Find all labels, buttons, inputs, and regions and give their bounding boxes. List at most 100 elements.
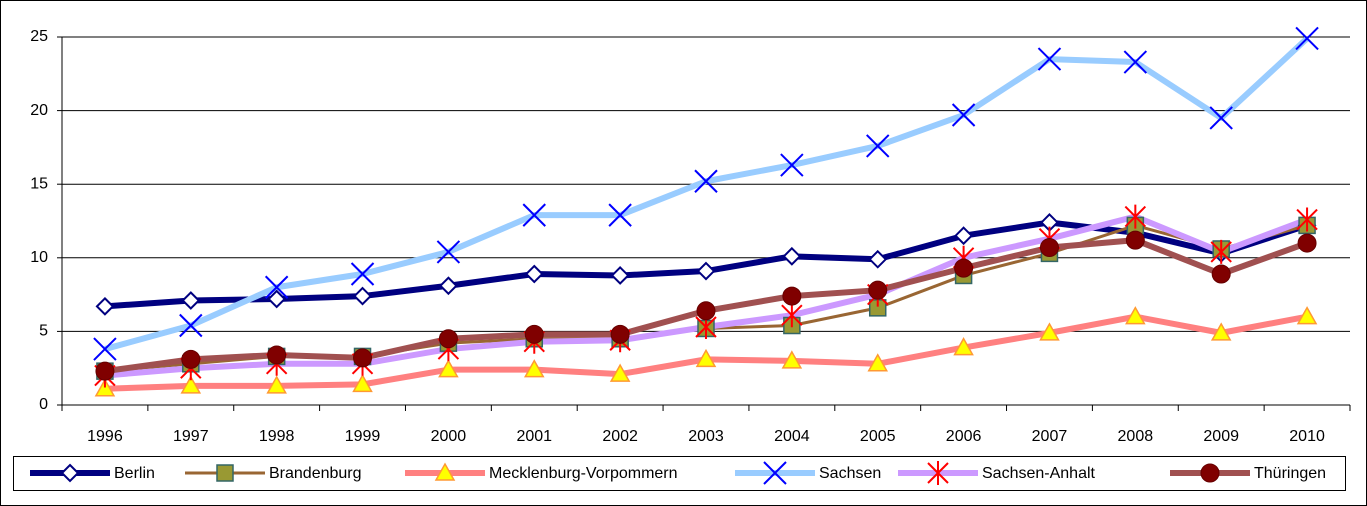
x-tick-label: 2006	[946, 428, 982, 445]
marker	[267, 345, 287, 365]
marker	[350, 262, 375, 286]
marker	[523, 359, 545, 378]
y-tick-label: 20	[30, 102, 48, 119]
x-tick-label: 2008	[1118, 428, 1154, 445]
marker	[610, 266, 630, 285]
x-tick-label: 2002	[602, 428, 638, 445]
marker	[954, 226, 974, 246]
marker	[436, 240, 461, 264]
y-tick-label: 25	[30, 28, 48, 45]
marker	[782, 246, 802, 266]
x-tick-label: 1996	[87, 428, 123, 445]
marker	[610, 324, 630, 344]
marker	[1124, 204, 1147, 229]
legend-label: Mecklenburg-Vorpommern	[489, 465, 678, 482]
marker	[353, 348, 373, 368]
marker	[868, 249, 888, 269]
legend-label: Thüringen	[1254, 465, 1326, 482]
x-tick-label: 1999	[345, 428, 381, 445]
marker	[609, 363, 631, 382]
marker	[438, 359, 459, 378]
legend-item: Berlin	[30, 463, 155, 483]
marker	[867, 353, 889, 372]
marker	[93, 337, 117, 361]
marker	[868, 280, 888, 300]
marker	[1039, 237, 1059, 257]
marker	[1297, 233, 1317, 253]
marker	[181, 349, 201, 369]
marker	[1296, 306, 1318, 325]
x-tick-label: 1998	[259, 428, 295, 445]
marker	[94, 378, 116, 397]
marker	[95, 361, 115, 381]
marker	[1210, 322, 1232, 341]
marker	[524, 264, 544, 284]
marker	[780, 153, 804, 177]
marker	[180, 375, 202, 394]
marker	[1125, 230, 1145, 250]
legend-label: Sachsen-Anhalt	[982, 465, 1096, 482]
marker	[60, 463, 80, 483]
marker	[352, 373, 373, 393]
marker	[216, 464, 234, 482]
marker	[781, 303, 803, 328]
marker	[1200, 463, 1220, 483]
marker	[1211, 264, 1231, 284]
legend-item: Brandenburg	[185, 464, 362, 482]
x-tick-label: 2007	[1032, 428, 1068, 445]
marker	[267, 289, 287, 309]
x-tick-label: 1997	[173, 428, 209, 445]
marker	[264, 275, 289, 299]
marker	[438, 329, 458, 349]
legend-item: Sachsen-Anhalt	[898, 461, 1096, 485]
marker	[696, 301, 716, 321]
marker	[95, 296, 115, 316]
marker	[695, 348, 717, 368]
marker	[696, 261, 716, 281]
marker	[951, 103, 976, 127]
marker	[927, 461, 949, 485]
marker	[1125, 306, 1146, 325]
x-tick-label: 2010	[1289, 428, 1325, 445]
y-tick-label: 15	[30, 175, 48, 192]
marker	[953, 337, 974, 356]
x-tick-label: 2004	[774, 428, 810, 445]
marker	[179, 313, 203, 338]
x-tick-label: 2001	[516, 428, 552, 445]
marker	[522, 203, 546, 227]
marker	[608, 203, 632, 227]
legend-label: Berlin	[114, 465, 155, 482]
marker	[782, 286, 802, 306]
legend-item: Thüringen	[1170, 463, 1326, 483]
marker	[266, 375, 287, 394]
marker	[1296, 207, 1318, 232]
marker	[781, 350, 803, 369]
marker	[524, 324, 544, 344]
legend-item: Mecklenburg-Vorpommern	[405, 462, 678, 482]
x-tick-label: 2005	[860, 428, 896, 445]
marker	[1295, 26, 1319, 51]
x-tick-label: 2009	[1203, 428, 1239, 445]
marker	[866, 134, 890, 158]
marker	[1037, 47, 1062, 71]
x-tick-label: 2000	[431, 428, 467, 445]
x-tick-label: 2003	[688, 428, 724, 445]
y-tick-label: 5	[39, 323, 48, 340]
marker	[1210, 239, 1232, 264]
legend-label: Brandenburg	[269, 465, 362, 482]
legend-label: Sachsen	[819, 465, 881, 482]
marker	[353, 286, 372, 306]
marker	[1209, 106, 1233, 130]
marker	[1039, 322, 1060, 341]
marker	[434, 462, 456, 481]
y-tick-label: 0	[39, 396, 48, 413]
marker	[438, 276, 458, 296]
marker	[181, 291, 201, 310]
marker	[1123, 50, 1148, 74]
marker	[954, 258, 974, 278]
y-tick-label: 10	[30, 249, 48, 266]
marker	[694, 169, 718, 193]
marker	[763, 461, 787, 485]
